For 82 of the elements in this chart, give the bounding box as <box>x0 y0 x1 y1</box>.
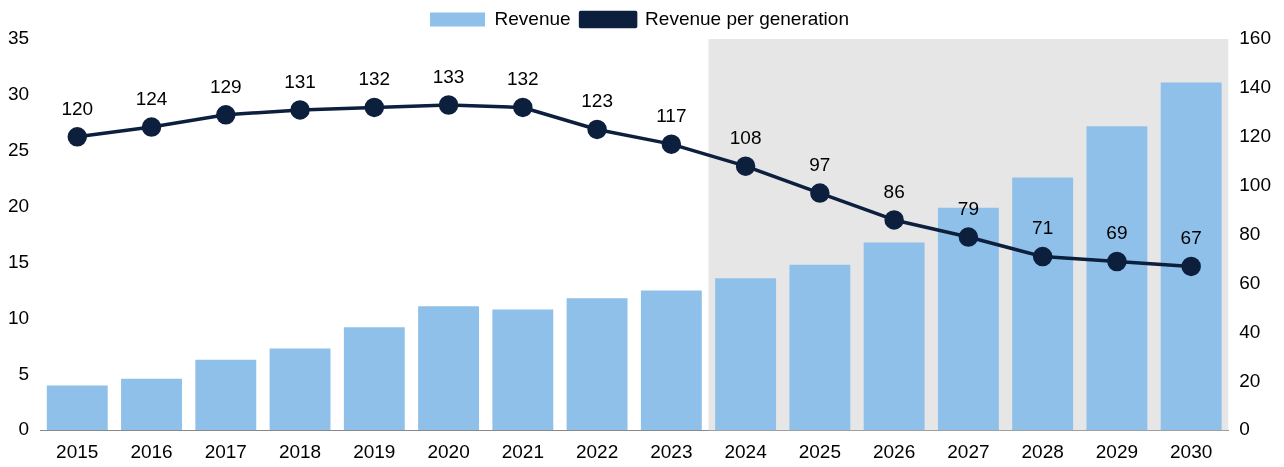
point <box>1107 251 1127 272</box>
data-label: 108 <box>729 126 762 148</box>
x-tick-label: 2015 <box>56 440 99 462</box>
point <box>810 183 830 203</box>
bar <box>789 264 851 431</box>
y-tick-label: 35 <box>7 27 30 49</box>
x-tick-label: 2021 <box>501 440 544 462</box>
point <box>735 156 756 176</box>
legend-label: Revenue per generation <box>645 7 849 29</box>
point <box>1032 246 1053 267</box>
point <box>216 105 236 125</box>
y2-tick-label: 100 <box>1239 173 1271 195</box>
data-label: 71 <box>1032 217 1054 239</box>
x-tick-label: 2020 <box>427 440 470 462</box>
data-label: 120 <box>61 97 94 119</box>
y2-tick-label: 140 <box>1239 76 1271 98</box>
point <box>884 210 904 230</box>
data-label: 131 <box>284 70 316 92</box>
bar <box>1012 177 1074 431</box>
point <box>364 97 385 118</box>
y2-tick-label: 20 <box>1239 369 1261 391</box>
x-tick-label: 2023 <box>650 440 693 462</box>
y2-tick-label: 60 <box>1239 271 1261 293</box>
point <box>1181 256 1201 277</box>
bar <box>343 327 405 431</box>
y2-tick-label: 120 <box>1239 125 1271 147</box>
x-tick-label: 2025 <box>798 440 842 462</box>
data-label: 132 <box>358 68 391 90</box>
data-label: 86 <box>883 180 905 202</box>
y-tick-label: 15 <box>7 250 30 272</box>
bar <box>492 309 554 431</box>
y2-tick-label: 0 <box>1239 418 1250 440</box>
data-label: 124 <box>135 87 168 109</box>
x-tick-label: 2026 <box>872 440 916 462</box>
bar <box>269 348 331 431</box>
point <box>438 95 459 115</box>
data-label: 133 <box>432 65 465 87</box>
data-label: 117 <box>656 104 687 126</box>
x-tick-label: 2016 <box>130 440 173 462</box>
y-tick-label: 30 <box>7 83 30 105</box>
y-tick-label: 10 <box>7 306 30 328</box>
bar <box>640 290 702 431</box>
x-tick-label: 2018 <box>278 440 322 462</box>
bar <box>121 378 182 431</box>
legend-label: Revenue <box>494 7 571 29</box>
bar <box>46 385 108 431</box>
y-tick-label: 20 <box>7 194 30 216</box>
x-tick-label: 2019 <box>353 440 396 462</box>
y2-tick-label: 80 <box>1239 222 1261 244</box>
point <box>661 134 682 154</box>
data-label: 67 <box>1180 227 1202 249</box>
data-label: 123 <box>581 90 613 112</box>
y2-tick-label: 160 <box>1239 27 1271 49</box>
y-tick-label: 5 <box>18 362 30 384</box>
y-tick-label: 25 <box>7 139 30 161</box>
bar <box>715 278 777 431</box>
x-tick-label: 2030 <box>1170 440 1213 462</box>
point <box>67 127 88 147</box>
x-tick-label: 2027 <box>947 440 990 462</box>
data-label: 97 <box>809 153 831 175</box>
point <box>513 97 533 118</box>
point <box>141 117 162 137</box>
data-label: 129 <box>209 75 242 97</box>
y2-tick-label: 40 <box>1239 320 1261 342</box>
x-tick-label: 2029 <box>1095 440 1139 462</box>
bar <box>566 298 628 431</box>
bar <box>418 306 480 431</box>
y-tick-label: 0 <box>18 418 30 440</box>
data-label: 132 <box>506 68 539 90</box>
bar <box>1086 126 1148 431</box>
x-tick-label: 2024 <box>724 440 768 462</box>
point <box>587 119 607 140</box>
data-label: 79 <box>957 197 979 219</box>
bar <box>1160 82 1222 431</box>
x-tick-label: 2028 <box>1021 440 1064 462</box>
x-tick-label: 2017 <box>204 440 247 462</box>
x-tick-label: 2022 <box>575 440 619 462</box>
point <box>958 227 979 247</box>
data-label: 69 <box>1106 222 1128 244</box>
bar <box>195 359 257 431</box>
point <box>290 100 310 120</box>
bar <box>863 242 925 431</box>
